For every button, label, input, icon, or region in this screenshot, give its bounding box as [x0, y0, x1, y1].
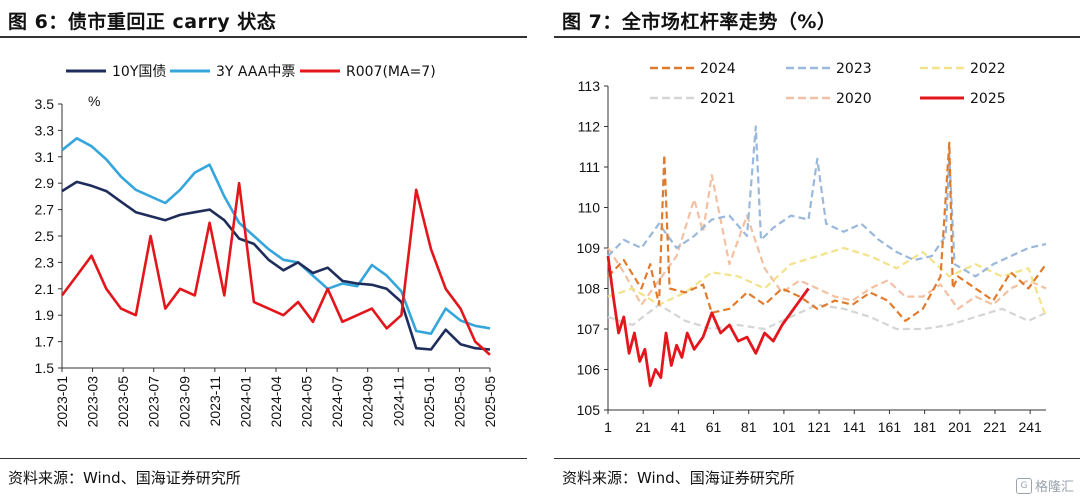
series-line-10y-treasury [61, 180, 491, 351]
y-tick-label: 2.3 [35, 254, 55, 270]
x-tick-label: 2023-09 [176, 376, 192, 428]
y-tick-label: 108 [577, 281, 601, 297]
x-tick-label: 141 [843, 419, 867, 435]
x-tick-label: 121 [807, 419, 831, 435]
legend-label: 2022 [970, 61, 1006, 77]
right-footer-rule [554, 458, 1080, 459]
x-tick-label: 2023-07 [146, 376, 162, 428]
watermark-logo: G 格隆汇 [1015, 476, 1074, 495]
y-tick-label: 3.5 [35, 96, 55, 112]
x-tick-label: 2023-05 [115, 376, 131, 428]
x-tick-label: 2025-01 [421, 376, 437, 428]
x-tick-label: 1 [604, 419, 612, 435]
x-tick-label: 101 [772, 419, 796, 435]
x-tick-label: 181 [913, 419, 937, 435]
x-tick-label: 2024-09 [360, 376, 376, 428]
y-tick-label: 2.5 [35, 228, 55, 244]
x-tick-label: 2025-05 [482, 376, 498, 428]
x-tick-label: 2023-01 [54, 376, 70, 428]
y-tick-label: 107 [577, 321, 601, 337]
right-chart-panel: 图 7：全市场杠杆率走势（%） 105 106 107 108 109 110 111 112… [540, 0, 1080, 499]
series-line-2024 [607, 141, 1047, 322]
x-tick-label: 41 [671, 419, 687, 435]
y-tick-label: 111 [579, 159, 600, 175]
right-source-note: 资料来源：Wind、国海证券研究所 [562, 469, 795, 487]
y-tick-label: 113 [578, 78, 601, 94]
series-line-r007 [60, 181, 491, 356]
y-tick-label: 105 [577, 402, 601, 418]
y-tick-label: 3.1 [35, 149, 55, 165]
y-tick-label: 109 [577, 240, 601, 256]
series-line-3y-aaa-mtn [61, 137, 491, 336]
x-tick-label: 2025-03 [451, 376, 467, 428]
y-tick-label: 2.9 [35, 175, 55, 191]
legend-label: 2023 [836, 61, 872, 77]
x-tick-label: 61 [706, 419, 722, 435]
y-tick-label: 110 [578, 200, 601, 216]
x-tick-label: 161 [878, 419, 902, 435]
series-line-2020 [607, 174, 1047, 310]
y-tick-label: 3.3 [35, 122, 55, 138]
legend-label: R007(MA=7) [346, 64, 436, 80]
y-tick-label: 1.9 [35, 307, 55, 323]
left-chart-title: 图 6：债市重回正 carry 状态 [8, 11, 277, 33]
left-title-rule [0, 36, 527, 38]
legend-label: 2020 [836, 91, 872, 107]
legend-label: 3Y AAA中票 [216, 64, 295, 80]
y-tick-label: 106 [577, 362, 601, 378]
left-source-note: 资料来源：Wind、国海证券研究所 [8, 469, 241, 487]
series-line-2022 [607, 246, 1048, 318]
watermark-icon: G [1015, 477, 1032, 494]
x-tick-label: 2024-01 [237, 376, 253, 428]
x-tick-label: 81 [741, 419, 757, 435]
x-tick-label: 21 [635, 419, 651, 435]
x-tick-label: 2024-11 [390, 376, 406, 427]
x-tick-label: 2023-03 [85, 376, 101, 428]
left-chart-svg: 1.5 1.7 1.9 2.1 2.3 2.5 2.7 2.9 3.1 3.3 3.5 % 2023-0… [35, 64, 498, 428]
watermark-text: 格隆汇 [1034, 480, 1074, 495]
x-tick-label: 241 [1018, 419, 1042, 435]
x-tick-label: 2023-11 [207, 376, 223, 427]
series-line-2021 [607, 303, 1047, 331]
x-tick-label: 2024-07 [329, 376, 345, 428]
y-tick-label: 112 [578, 119, 601, 135]
series-line-2023 [607, 125, 1047, 278]
y-tick-label: 2.1 [35, 281, 55, 297]
x-tick-label: 2024-05 [299, 376, 315, 428]
legend-label: 2021 [700, 91, 736, 107]
x-tick-label: 201 [948, 419, 972, 435]
series-line-2025 [606, 255, 810, 388]
y-axis-unit: % [88, 93, 100, 109]
legend-label: 2024 [700, 61, 736, 77]
legend-label: 2025 [970, 91, 1006, 107]
y-tick-label: 1.5 [35, 360, 55, 376]
y-tick-label: 2.7 [35, 202, 55, 218]
x-tick-label: 2024-04 [268, 376, 284, 428]
y-tick-label: 1.7 [35, 334, 55, 350]
x-tick-label: 221 [983, 419, 1007, 435]
right-title-rule [554, 36, 1080, 38]
left-footer-rule [0, 458, 527, 459]
right-chart-title: 图 7：全市场杠杆率走势（%） [562, 11, 837, 33]
legend-label: 10Y国债 [112, 64, 166, 80]
left-chart-panel: 图 6：债市重回正 carry 状态 1.5 1.7 1.9 2.1 2.3 2.5 2.7… [0, 11, 527, 487]
